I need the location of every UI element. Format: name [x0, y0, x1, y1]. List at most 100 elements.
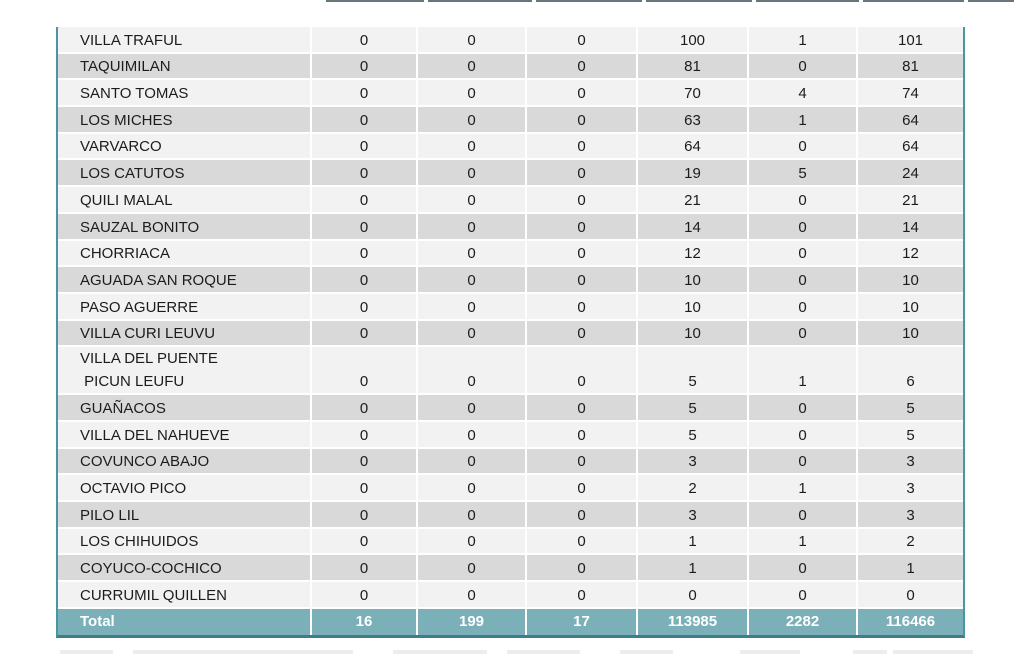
row-label: SAUZAL BONITO [58, 213, 310, 239]
row-label: SANTO TOMAS [58, 80, 310, 106]
row-value: 0 [749, 213, 856, 239]
row-value: 0 [312, 187, 416, 212]
row-value: 0 [527, 240, 636, 266]
row-label: QUILI MALAL [58, 187, 310, 212]
row-value: 3 [638, 448, 747, 474]
total-value: 199 [418, 608, 525, 635]
row-value: 0 [527, 347, 636, 394]
row-value: 0 [418, 320, 525, 346]
row-label: OCTAVIO PICO [58, 475, 310, 500]
row-value: 12 [638, 240, 747, 266]
row-value: 0 [418, 187, 525, 212]
table-row: COYUCO-COCHICO 0 0 0 1 0 1 [58, 555, 963, 581]
row-value: 2 [858, 528, 963, 554]
row-label: VILLA CURI LEUVU [58, 320, 310, 346]
row-value: 0 [527, 528, 636, 554]
row-value: 0 [527, 187, 636, 212]
row-value: 5 [638, 421, 747, 447]
row-value: 3 [858, 502, 963, 527]
row-value: 0 [312, 555, 416, 581]
row-value: 0 [527, 475, 636, 500]
row-value: 0 [312, 160, 416, 186]
row-value: 64 [858, 107, 963, 132]
row-value: 0 [418, 53, 525, 79]
header-cut-line [0, 0, 1024, 2]
row-value: 0 [527, 213, 636, 239]
row-value: 0 [312, 107, 416, 132]
row-value: 3 [858, 448, 963, 474]
row-value: 0 [418, 80, 525, 106]
table-row: OCTAVIO PICO 0 0 0 2 1 3 [58, 475, 963, 500]
row-value: 0 [749, 133, 856, 159]
row-value: 0 [312, 582, 416, 607]
row-value: 5 [749, 160, 856, 186]
row-value: 0 [527, 160, 636, 186]
row-label: LOS CATUTOS [58, 160, 310, 186]
row-label: LOS CHIHUIDOS [58, 528, 310, 554]
row-value: 0 [527, 555, 636, 581]
row-value: 0 [418, 213, 525, 239]
table-row: SANTO TOMAS 0 0 0 70 4 74 [58, 80, 963, 106]
table-row: COVUNCO ABAJO 0 0 0 3 0 3 [58, 448, 963, 474]
row-value: 3 [638, 502, 747, 527]
row-value: 24 [858, 160, 963, 186]
row-value: 100 [638, 27, 747, 52]
table-row: PILO LIL 0 0 0 3 0 3 [58, 502, 963, 527]
row-value: 0 [749, 502, 856, 527]
table-row: CURRUMIL QUILLEN 0 0 0 0 0 0 [58, 582, 963, 607]
total-label: Total [58, 608, 310, 635]
row-value: 0 [749, 293, 856, 319]
row-value: 0 [312, 320, 416, 346]
row-value: 0 [418, 267, 525, 292]
table-row: AGUADA SAN ROQUE 0 0 0 10 0 10 [58, 267, 963, 292]
row-value: 0 [749, 267, 856, 292]
table-row: QUILI MALAL 0 0 0 21 0 21 [58, 187, 963, 212]
row-label: CHORRIACA [58, 240, 310, 266]
row-value: 0 [749, 53, 856, 79]
table-row: LOS MICHES 0 0 0 63 1 64 [58, 107, 963, 132]
row-value: 0 [527, 502, 636, 527]
row-label: TAQUIMILAN [58, 53, 310, 79]
row-value: 0 [312, 27, 416, 52]
row-value: 0 [418, 107, 525, 132]
row-value: 0 [312, 213, 416, 239]
row-label: LOS MICHES [58, 107, 310, 132]
row-value: 0 [312, 347, 416, 394]
row-value: 4 [749, 80, 856, 106]
row-label: AGUADA SAN ROQUE [58, 267, 310, 292]
row-label: VILLA DEL NAHUEVE [58, 421, 310, 447]
row-value: 0 [312, 80, 416, 106]
row-value: 10 [638, 267, 747, 292]
row-value: 0 [527, 320, 636, 346]
row-value: 0 [312, 240, 416, 266]
row-value: 0 [418, 528, 525, 554]
row-value: 0 [527, 80, 636, 106]
row-value: 0 [312, 395, 416, 420]
row-value: 0 [858, 582, 963, 607]
table-row: PASO AGUERRE 0 0 0 10 0 10 [58, 293, 963, 319]
row-value: 10 [858, 320, 963, 346]
row-value: 6 [858, 347, 963, 394]
row-label: COYUCO-COCHICO [58, 555, 310, 581]
table-row: VILLA TRAFUL 0 0 0 100 1 101 [58, 27, 963, 52]
row-label: GUAÑACOS [58, 395, 310, 420]
row-value: 64 [858, 133, 963, 159]
row-value: 0 [527, 448, 636, 474]
row-value: 0 [418, 475, 525, 500]
row-value: 0 [418, 160, 525, 186]
row-value: 5 [638, 347, 747, 394]
row-value: 0 [749, 421, 856, 447]
row-label: COVUNCO ABAJO [58, 448, 310, 474]
row-label: VARVARCO [58, 133, 310, 159]
row-value: 0 [527, 395, 636, 420]
table-row: GUAÑACOS 0 0 0 5 0 5 [58, 395, 963, 420]
row-value: 19 [638, 160, 747, 186]
row-value: 0 [312, 475, 416, 500]
table-row: VARVARCO 0 0 0 64 0 64 [58, 133, 963, 159]
row-value: 63 [638, 107, 747, 132]
table-row: LOS CHIHUIDOS 0 0 0 1 1 2 [58, 528, 963, 554]
row-value: 0 [418, 421, 525, 447]
row-value: 0 [312, 53, 416, 79]
row-value: 0 [638, 582, 747, 607]
row-value: 1 [638, 555, 747, 581]
